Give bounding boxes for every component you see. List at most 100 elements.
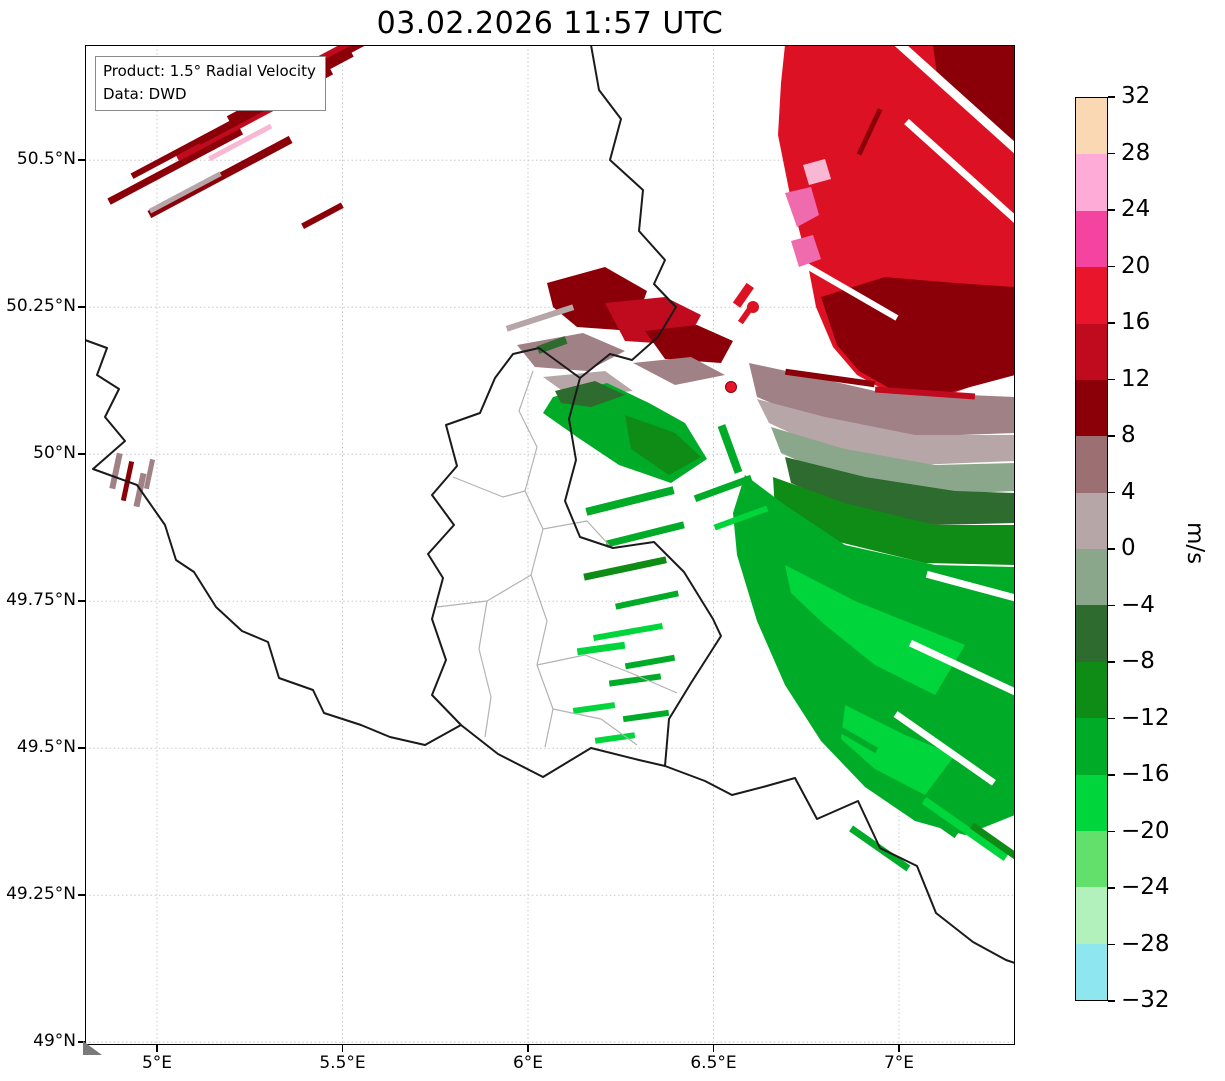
- colorbar-tick-mark: [1108, 209, 1115, 211]
- echo-cluster-north-central: [505, 267, 733, 397]
- colorbar-tick-label: −16: [1121, 761, 1170, 787]
- colorbar-tick-label: 0: [1121, 535, 1136, 561]
- x-tick-mark: [527, 1045, 529, 1052]
- colorbar-tick-mark: [1108, 96, 1115, 98]
- colorbar-segment: [1076, 379, 1107, 437]
- echo-mass-southeast-green: [733, 457, 1015, 875]
- colorbar-tick-mark: [1108, 1000, 1115, 1002]
- country-borders: [85, 45, 1015, 964]
- colorbar-tick-label: −28: [1121, 930, 1170, 957]
- colorbar-tick-label: −24: [1121, 874, 1170, 900]
- x-tick-label: 6°E: [512, 1053, 544, 1073]
- colorbar-tick-label: 24: [1121, 196, 1151, 222]
- y-tick-label: 49.5°N: [16, 737, 76, 758]
- colorbar-segment: [1076, 154, 1107, 211]
- border-belgium-germany: [579, 45, 677, 379]
- colorbar-tick-label: 8: [1121, 422, 1136, 448]
- colorbar-tick-mark: [1108, 774, 1115, 776]
- echo-cluster-central-green: [543, 381, 769, 670]
- colorbar-tick-label: −8: [1121, 648, 1155, 674]
- colorbar-segment: [1076, 549, 1107, 606]
- info-product: Product: 1.5° Radial Velocity: [103, 62, 316, 80]
- colorbar-segment: [1076, 830, 1107, 888]
- colorbar-tick-mark: [1108, 661, 1115, 663]
- corner-marker: [83, 1041, 103, 1060]
- x-tick-label: 6.5°E: [690, 1053, 737, 1073]
- colorbar-tick-label: −32: [1121, 987, 1170, 1013]
- y-tick-label: 50°N: [33, 443, 76, 464]
- colorbar-segment: [1076, 323, 1107, 380]
- colorbar-segment: [1076, 943, 1107, 1000]
- colorbar-tick-mark: [1108, 435, 1115, 437]
- colorbar-segment: [1076, 210, 1107, 268]
- border-luxembourg: [427, 347, 722, 778]
- colorbar-segment: [1076, 436, 1107, 493]
- colorbar-tick-label: 4: [1121, 478, 1136, 505]
- y-tick-mark: [78, 894, 85, 896]
- x-tick-label: 5°E: [141, 1053, 173, 1073]
- map-plot: [85, 45, 1015, 1045]
- echo-cluster-west: [109, 452, 156, 508]
- radar-echoes: [107, 45, 1015, 875]
- y-tick-mark: [78, 453, 85, 455]
- info-data-source: Data: DWD: [103, 84, 187, 103]
- colorbar-tick-label: −12: [1121, 704, 1170, 731]
- echo-near-radar: [732, 282, 759, 325]
- colorbar-segment: [1076, 661, 1107, 719]
- y-tick-mark: [78, 159, 85, 161]
- figure-title: 03.02.2026 11:57 UTC: [376, 6, 724, 41]
- colorbar-tick-mark: [1108, 717, 1115, 720]
- colorbar-segment: [1076, 492, 1107, 549]
- colorbar-tick-mark: [1108, 604, 1115, 607]
- colorbar-tick-mark: [1108, 830, 1115, 833]
- colorbar-tick-label: 32: [1121, 83, 1151, 109]
- info-box: Product: 1.5° Radial Velocity Data: DWD: [95, 56, 326, 111]
- y-tick-mark: [78, 747, 85, 749]
- colorbar: [1075, 97, 1108, 1001]
- y-tick-label: 50.5°N: [16, 149, 76, 170]
- colorbar-segment: [1076, 887, 1107, 944]
- x-tick-label: 7°E: [883, 1053, 915, 1073]
- colorbar-segment: [1076, 267, 1107, 324]
- echo-zero-band: [749, 363, 1015, 495]
- colorbar-tick-label: 16: [1121, 309, 1151, 335]
- colorbar-tick-mark: [1108, 548, 1115, 550]
- y-tick-label: 49.25°N: [6, 884, 76, 905]
- y-tick-mark: [78, 600, 85, 602]
- radar-site-marker: [725, 381, 737, 393]
- echo-mass-northeast-red: [778, 45, 1015, 401]
- border-france-germany: [664, 765, 1015, 964]
- colorbar-segment: [1076, 98, 1107, 155]
- echo-dashes-south: [572, 641, 670, 744]
- colorbar-segment: [1076, 774, 1107, 831]
- colorbar-tick-mark: [1108, 491, 1115, 494]
- x-tick-mark: [341, 1045, 344, 1052]
- colorbar-tick-mark: [1108, 378, 1115, 381]
- border-france-belgium: [85, 339, 462, 746]
- y-tick-mark: [78, 306, 85, 308]
- colorbar-segment: [1076, 718, 1107, 775]
- colorbar-tick-label: 12: [1121, 365, 1151, 392]
- colorbar-tick-label: −20: [1121, 817, 1170, 844]
- y-tick-label: 49.75°N: [6, 590, 76, 611]
- x-tick-mark: [156, 1045, 158, 1052]
- colorbar-tick-label: 20: [1121, 252, 1151, 279]
- x-tick-label: 5.5°E: [319, 1053, 366, 1073]
- colorbar-tick-label: −4: [1121, 591, 1155, 618]
- colorbar-segment: [1076, 605, 1107, 662]
- colorbar-tick-mark: [1108, 887, 1115, 889]
- x-tick-mark: [898, 1045, 900, 1052]
- y-tick-label: 49°N: [33, 1031, 76, 1052]
- x-tick-mark: [712, 1045, 715, 1052]
- y-tick-label: 50.25°N: [6, 296, 76, 317]
- map-canvas: [85, 45, 1015, 1045]
- admin-borders: [436, 370, 678, 748]
- colorbar-tick-label: 28: [1121, 139, 1151, 166]
- y-tick-mark: [78, 1041, 85, 1043]
- colorbar-tick-mark: [1108, 265, 1115, 268]
- colorbar-tick-mark: [1108, 943, 1115, 946]
- colorbar-tick-mark: [1108, 322, 1115, 324]
- colorbar-unit-label: m/s: [1182, 522, 1208, 565]
- colorbar-tick-mark: [1108, 152, 1115, 155]
